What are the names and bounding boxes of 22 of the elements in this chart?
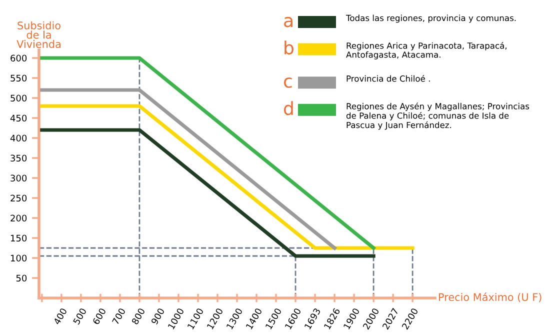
y-tick-label: 200: [10, 214, 27, 222]
legend-label: Todas las regiones, provincia y comunas.: [346, 14, 516, 23]
y-tick-label: 250: [10, 194, 27, 202]
x-axis-title: Precio Máximo (U F): [439, 292, 542, 302]
annotation: b: [284, 40, 294, 55]
annotation: c: [284, 77, 292, 88]
y-tick-label: 450: [10, 114, 27, 122]
y-tick-label: 100: [10, 254, 27, 262]
annotation: d: [284, 101, 293, 116]
y-tick-label: 600: [10, 54, 27, 62]
legend-label: Provincia de Chiloé .: [346, 74, 430, 82]
legend-label: Regiones de Aysén y Magallanes; Provincias de Palena y Chiloé; comunas de Isla de Pascua y Juan Fernández.: [346, 102, 530, 130]
text: a: [284, 16, 292, 28]
y-tick-label: 500: [10, 94, 27, 102]
legend-label: Regiones Arica y Parinacota, Tarapacá, Antofagasta, Atacama.: [346, 42, 507, 60]
y-tick-label: 300: [10, 174, 27, 182]
y-tick-label: 400: [10, 134, 27, 142]
y-tick-label: 350: [10, 154, 27, 162]
y-axis-title: Subsidio de la Vivienda: [16, 21, 60, 48]
y-tick-label: 50: [16, 274, 27, 282]
y-tick-label: 550: [10, 74, 27, 82]
y-tick-label: 150: [10, 234, 27, 242]
